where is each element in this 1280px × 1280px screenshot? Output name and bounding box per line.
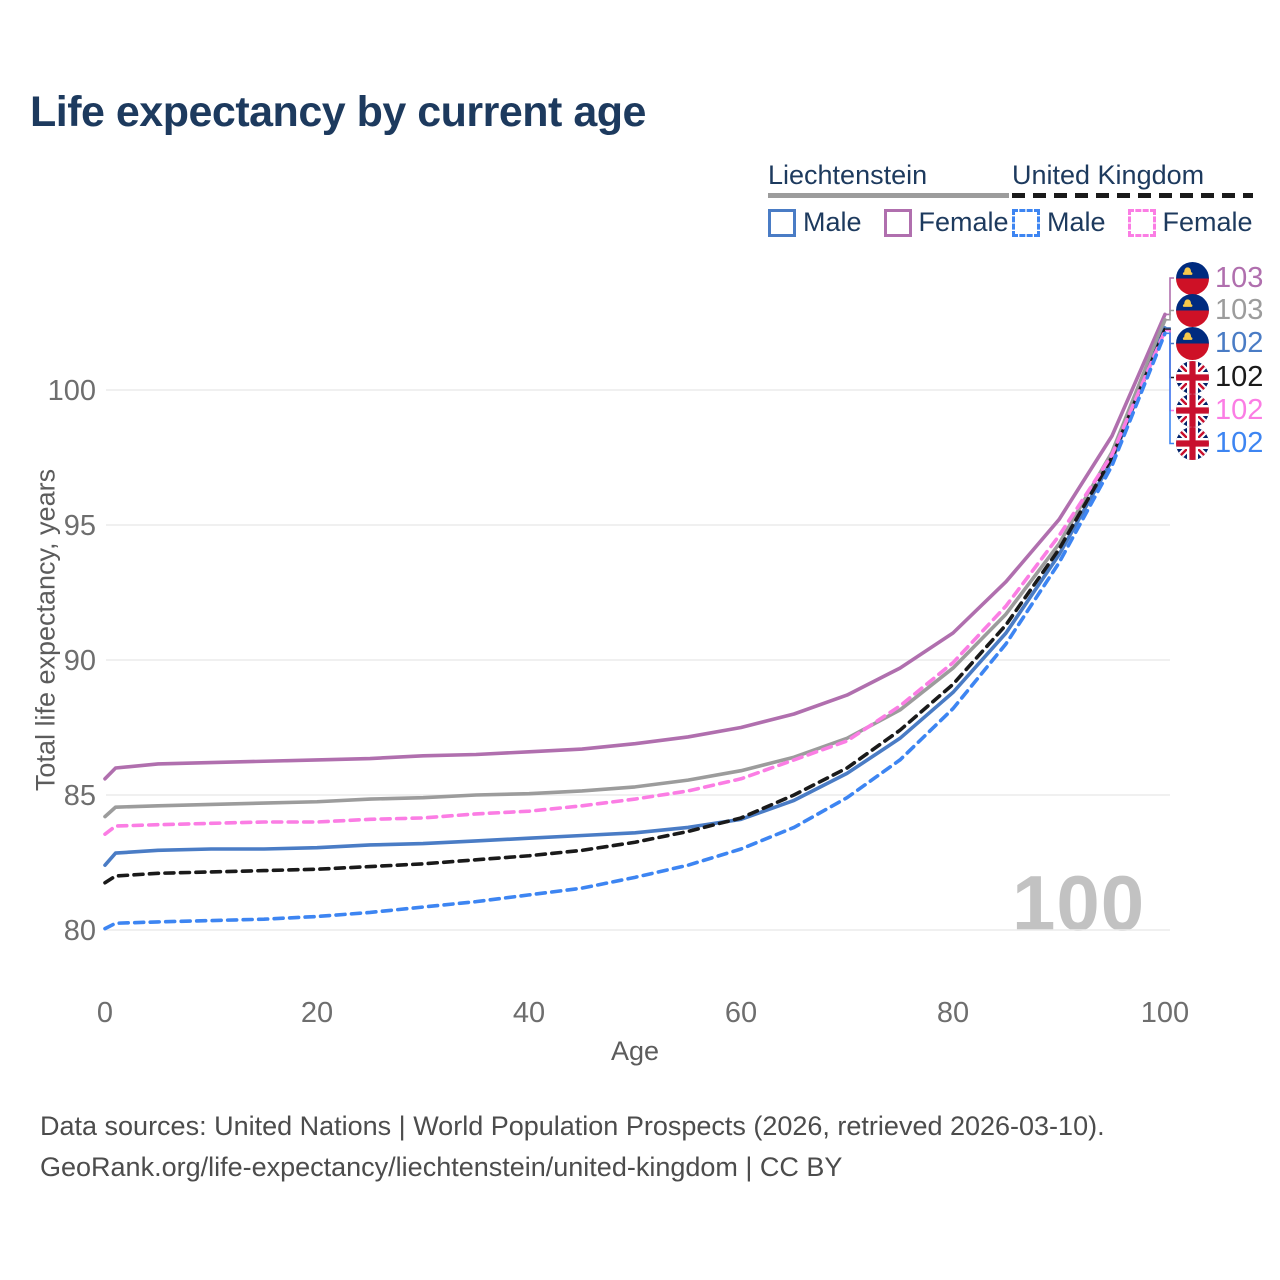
end-label-united-kingdom-both: 102: [1176, 361, 1263, 395]
x-tick-label: 60: [725, 997, 757, 1029]
male-dashed-swatch-icon: [1012, 208, 1040, 237]
legend-heading-united-kingdom[interactable]: United Kingdom: [1012, 160, 1205, 190]
footer-attribution: Data sources: United Nations | World Pop…: [40, 1106, 1105, 1188]
end-label-liechtenstein-both: 103: [1176, 294, 1263, 328]
source-url-line: GeoRank.org/life-expectancy/liechtenstei…: [40, 1152, 843, 1182]
series-line-liechtenstein-female: [103, 312, 1167, 781]
end-label-connector: [1165, 328, 1174, 379]
liechtenstein-flag-icon: [1176, 294, 1209, 327]
end-label-connector: [1165, 329, 1174, 412]
end-label-united-kingdom-male: 102: [1176, 427, 1263, 461]
united-kingdom-flag-icon: [1176, 394, 1209, 427]
end-label-united-kingdom-female: 102: [1176, 394, 1263, 428]
end-label-value: 103: [1215, 294, 1264, 326]
legend-item-label: Female: [918, 207, 1009, 237]
legend-item-united-kingdom-male[interactable]: Male: [1012, 207, 1106, 238]
legend-item-liechtenstein-male[interactable]: Male: [768, 207, 862, 238]
legend-group-united-kingdom: United Kingdom Male Female: [1012, 160, 1253, 238]
female-solid-swatch-icon: [883, 208, 912, 237]
liechtenstein-flag-icon: [1176, 327, 1209, 360]
legend-group-liechtenstein: Liechtenstein Male Female: [768, 160, 1009, 238]
liechtenstein-flag-icon: [1176, 261, 1209, 295]
legend-underline-solid: [768, 193, 1009, 198]
united-kingdom-flag-icon: [1176, 427, 1209, 460]
end-label-connector: [1165, 309, 1174, 321]
series-line-united-kingdom-female: [103, 328, 1167, 836]
x-tick-label: 40: [513, 997, 545, 1029]
page-title: Life expectancy by current age: [30, 88, 646, 136]
x-tick-label: 80: [937, 997, 969, 1029]
united-kingdom-flag-icon: [1176, 361, 1209, 394]
end-label-value: 102: [1215, 361, 1264, 393]
y-axis-title: Total life expectancy, years: [30, 468, 61, 792]
end-label-value: 102: [1215, 394, 1264, 426]
watermark-hover-value: 100: [1012, 859, 1146, 947]
x-tick-label: 100: [1141, 997, 1189, 1029]
series-line-united-kingdom-both-sexes: [103, 327, 1167, 885]
legend-item-label: Male: [803, 207, 862, 237]
legend-item-united-kingdom-female[interactable]: Female: [1127, 207, 1253, 238]
series-line-liechtenstein-male: [103, 326, 1167, 868]
end-label-connector: [1165, 327, 1174, 345]
end-label-connector: [1165, 277, 1174, 316]
x-tick-label: 20: [301, 997, 333, 1029]
x-axis-title: Age: [610, 1036, 660, 1066]
end-label-value: 103: [1215, 261, 1264, 294]
end-label-liechtenstein-female: 103: [1176, 261, 1263, 295]
end-label-connector: [1165, 332, 1174, 445]
legend-heading-liechtenstein[interactable]: Liechtenstein: [768, 160, 928, 190]
legend-item-label: Male: [1047, 207, 1106, 237]
end-label-value: 102: [1215, 327, 1264, 359]
y-tick-label: 95: [64, 510, 96, 542]
data-source-line: Data sources: United Nations | World Pop…: [40, 1111, 1105, 1141]
male-solid-swatch-icon: [768, 208, 796, 237]
series-line-liechtenstein-both-sexes: [103, 317, 1167, 819]
legend-item-liechtenstein-female[interactable]: Female: [883, 207, 1009, 238]
y-tick-label: 100: [48, 375, 96, 407]
y-tick-label: 90: [64, 645, 96, 677]
legend-item-label: Female: [1162, 207, 1253, 237]
series-line-united-kingdom-male: [103, 331, 1167, 931]
y-tick-label: 80: [64, 915, 96, 947]
end-label-liechtenstein-male: 102: [1176, 327, 1263, 361]
end-label-value: 102: [1215, 427, 1264, 459]
x-tick-label: 0: [97, 997, 113, 1029]
female-dashed-swatch-icon: [1127, 208, 1156, 237]
legend-underline-dashed: [1012, 193, 1253, 198]
y-tick-label: 85: [64, 780, 96, 812]
